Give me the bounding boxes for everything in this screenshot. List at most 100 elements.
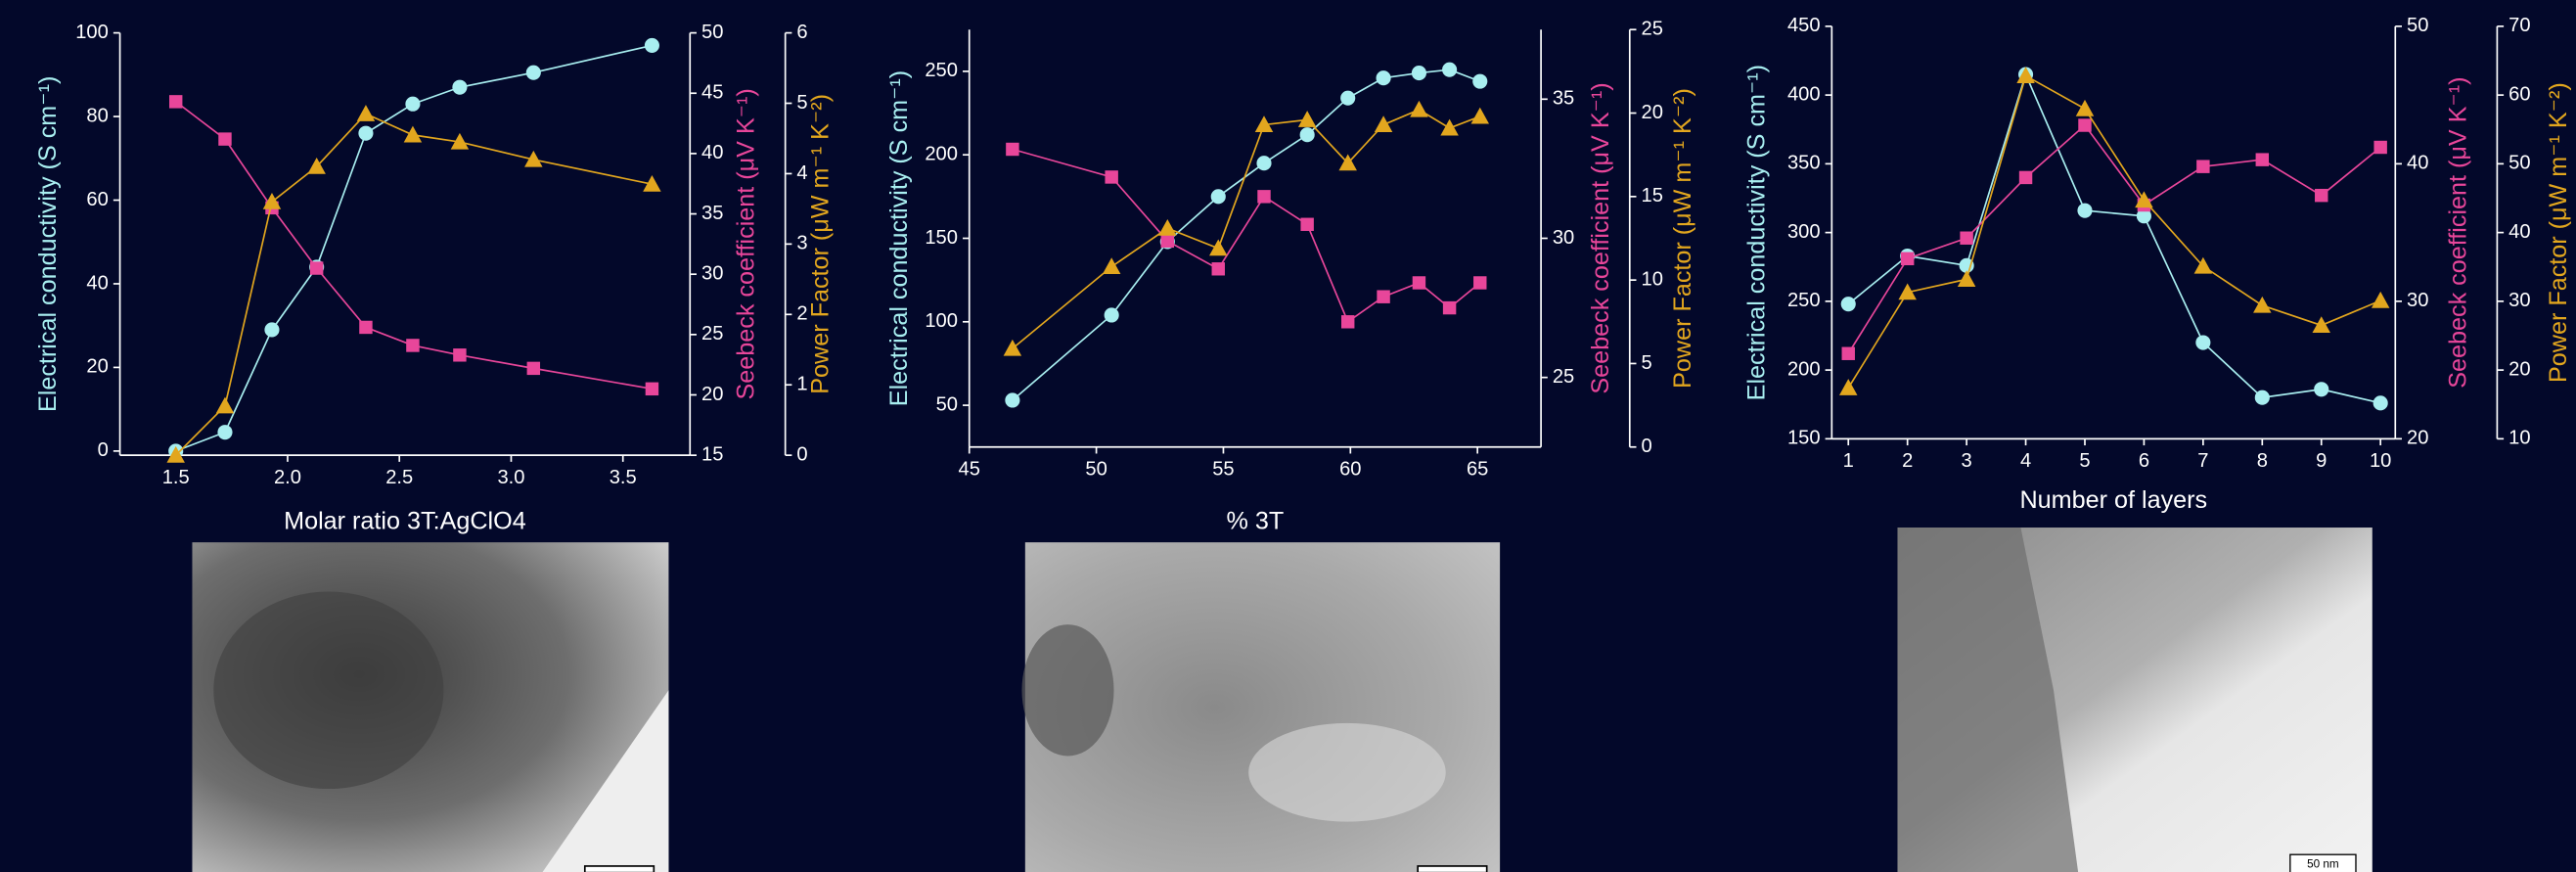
marker: [310, 261, 323, 274]
x-axis-title: % 3T: [1227, 508, 1285, 535]
marker: [1377, 70, 1391, 85]
marker: [1341, 315, 1354, 328]
y-tick-label: 150: [925, 227, 958, 249]
y-tick-label: 150: [1787, 428, 1821, 449]
x-tick-label: 3.5: [610, 467, 637, 488]
axis-title: Electrical conductivity (S cm⁻¹): [885, 70, 913, 406]
marker: [1103, 257, 1120, 274]
y-tick-label: 60: [86, 189, 108, 210]
marker: [527, 362, 540, 375]
y-tick-label: 350: [1787, 153, 1821, 174]
marker: [453, 348, 466, 361]
x-tick-label: 3: [1962, 450, 1972, 472]
marker: [1004, 340, 1021, 356]
y2-tick-label: 30: [2407, 290, 2428, 311]
marker: [1473, 276, 1486, 289]
y3-tick-label: 5: [1642, 352, 1652, 374]
x-axis-title: Molar ratio 3T:AgClO4: [284, 508, 526, 535]
marker: [1472, 74, 1487, 89]
marker: [1471, 108, 1489, 124]
y3-tick-label: 6: [796, 22, 807, 43]
marker: [357, 105, 375, 121]
marker: [2078, 118, 2091, 131]
series-line: [1848, 125, 2380, 353]
figure: 50 nm 0204060801001520253035404550012345…: [0, 0, 2576, 872]
marker: [2076, 100, 2094, 116]
y-tick-label: 250: [1787, 290, 1821, 311]
y-tick-label: 50: [936, 393, 958, 415]
y-tick-label: 20: [86, 356, 108, 378]
y2-tick-label: 20: [701, 384, 723, 405]
x-tick-label: 2.5: [385, 467, 413, 488]
x-tick-label: 4: [2020, 450, 2031, 472]
y-tick-label: 400: [1787, 83, 1821, 105]
x-tick-label: 10: [2370, 450, 2391, 472]
y3-tick-label: 20: [2508, 358, 2530, 380]
y3-tick-label: 0: [796, 443, 807, 465]
marker: [1340, 91, 1355, 106]
micrograph: 50 nm: [1897, 528, 2372, 872]
marker: [264, 322, 279, 337]
marker: [359, 321, 372, 334]
y2-tick-label: 25: [1553, 366, 1574, 388]
marker: [1298, 111, 1316, 127]
y3-tick-label: 30: [2508, 290, 2530, 311]
marker: [1105, 307, 1119, 322]
marker: [2313, 316, 2330, 333]
y3-tick-label: 10: [2508, 428, 2530, 449]
marker: [2255, 390, 2270, 405]
marker: [404, 126, 422, 143]
x-tick-label: 3.0: [497, 467, 524, 488]
scale-bar-label: 50 nm: [2307, 857, 2339, 870]
marker: [1209, 239, 1227, 255]
marker: [1841, 297, 1856, 311]
y-tick-label: 200: [1787, 358, 1821, 380]
marker: [2315, 189, 2327, 202]
marker: [263, 193, 281, 209]
marker: [1256, 156, 1271, 170]
y2-tick-label: 35: [1553, 88, 1574, 110]
y2-tick-label: 25: [701, 323, 723, 344]
y2-tick-label: 15: [701, 443, 723, 465]
y-tick-label: 250: [925, 60, 958, 81]
marker: [1375, 115, 1392, 132]
marker: [169, 95, 182, 108]
x-tick-label: 1: [1843, 450, 1854, 472]
marker: [2256, 153, 2269, 165]
series-line: [1848, 75, 2380, 388]
marker: [645, 38, 659, 53]
marker: [2372, 292, 2389, 308]
page: 50 nm 0204060801001520253035404550012345…: [0, 0, 2576, 872]
y-tick-label: 200: [925, 144, 958, 165]
marker: [2373, 395, 2388, 410]
marker: [2195, 335, 2210, 349]
marker: [1443, 301, 1456, 314]
axis-title: Seebeck coefficient (μV K⁻¹): [733, 88, 760, 399]
marker: [1300, 218, 1313, 231]
y-tick-label: 80: [86, 105, 108, 126]
marker: [452, 80, 467, 95]
x-tick-label: 1.5: [162, 467, 190, 488]
marker: [217, 425, 232, 439]
y3-tick-label: 40: [2508, 221, 2530, 243]
y3-tick-label: 20: [1642, 102, 1663, 123]
marker: [218, 132, 231, 145]
marker: [526, 66, 541, 80]
y-tick-label: 0: [98, 439, 109, 461]
x-tick-label: 7: [2197, 450, 2208, 472]
y3-tick-label: 10: [1642, 268, 1663, 290]
marker: [2196, 160, 2209, 172]
x-tick-label: 8: [2257, 450, 2268, 472]
series-line: [1013, 69, 1480, 400]
series-line: [176, 114, 653, 455]
y3-tick-label: 60: [2508, 83, 2530, 105]
x-tick-label: 9: [2316, 450, 2327, 472]
y3-tick-label: 50: [2508, 153, 2530, 174]
marker: [1412, 66, 1426, 80]
y2-tick-label: 45: [701, 82, 723, 104]
x-tick-label: 60: [1339, 459, 1361, 481]
axis-title: Power Factor (μW m⁻¹ K⁻²): [1669, 88, 1696, 389]
y-tick-label: 300: [1787, 221, 1821, 243]
marker: [1211, 189, 1226, 204]
x-tick-label: 2: [1902, 450, 1913, 472]
